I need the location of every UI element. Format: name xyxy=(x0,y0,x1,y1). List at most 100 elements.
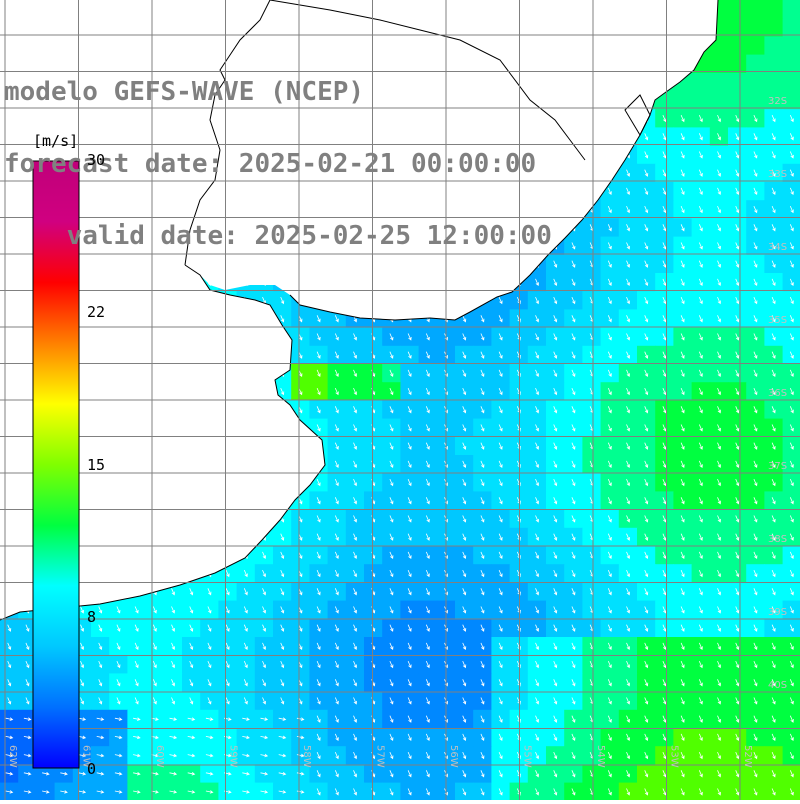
wind-cell xyxy=(782,163,800,183)
wind-cell xyxy=(746,782,765,802)
wind-arrow xyxy=(717,169,721,177)
wind-cell xyxy=(782,473,800,492)
wind-arrow xyxy=(717,114,721,123)
wind-arrow xyxy=(662,151,667,159)
wind-arrow xyxy=(735,169,740,177)
wind-cell xyxy=(54,782,74,802)
wind-cell xyxy=(782,273,800,292)
lon-label: 55W xyxy=(522,745,533,768)
wind-cell xyxy=(782,36,800,56)
wind-cell xyxy=(782,655,800,674)
wind-cell xyxy=(728,782,747,802)
lat-label: 33S xyxy=(768,169,787,180)
wind-cell xyxy=(782,400,800,420)
wind-cell xyxy=(182,782,201,802)
wind-cell xyxy=(782,109,800,128)
wind-cell xyxy=(109,782,128,802)
wind-cell xyxy=(273,782,292,802)
wind-arrow xyxy=(789,169,794,177)
wind-cell xyxy=(691,72,711,92)
wind-cell xyxy=(746,72,765,92)
wind-cell xyxy=(637,782,656,802)
wind-arrow xyxy=(626,187,630,196)
wind-cell xyxy=(782,728,800,747)
wind-cell xyxy=(163,782,183,802)
wind-cell xyxy=(673,91,693,110)
wind-arrow xyxy=(753,133,758,141)
wind-arrow xyxy=(680,133,685,141)
wind-cell xyxy=(236,782,256,802)
wind-cell xyxy=(455,782,474,802)
wind-cell xyxy=(782,600,800,620)
wind-cell xyxy=(782,327,800,347)
wind-cell xyxy=(782,491,800,511)
wind-cell xyxy=(782,637,800,656)
wind-arrow xyxy=(771,114,776,123)
wind-cell xyxy=(746,54,765,74)
wind-cell xyxy=(764,0,784,19)
colorbar-tick-8: 8 xyxy=(87,608,97,626)
wind-arrow xyxy=(680,114,685,123)
wind-cell xyxy=(546,782,565,802)
lon-label: 60W xyxy=(154,745,165,768)
wind-cell xyxy=(782,709,800,729)
wind-cell xyxy=(728,54,747,74)
wind-cell xyxy=(746,0,765,19)
wind-cell xyxy=(782,182,800,201)
wind-arrow xyxy=(626,169,630,177)
wind-cell xyxy=(709,72,729,92)
wind-cell xyxy=(709,91,729,110)
wind-cell xyxy=(782,746,800,765)
wind-arrow xyxy=(789,114,794,123)
wind-cell xyxy=(782,618,800,638)
lon-label: 54W xyxy=(595,745,606,768)
wind-cell xyxy=(782,254,800,274)
wind-arrow xyxy=(680,169,685,177)
wind-cell xyxy=(764,54,784,74)
lat-label: 34S xyxy=(768,242,787,253)
wind-arrow xyxy=(753,114,758,123)
wind-arrow xyxy=(662,169,667,177)
wind-cell xyxy=(764,18,784,37)
wind-arrow xyxy=(644,169,649,177)
colorbar-tick-15: 15 xyxy=(87,456,106,474)
wind-cell xyxy=(291,782,310,802)
wind-cell xyxy=(309,782,329,802)
title-valid-date: valid date: 2025-02-25 12:00:00 xyxy=(4,221,552,251)
wind-cell xyxy=(746,18,765,37)
lat-label: 39S xyxy=(768,607,787,618)
wind-cell xyxy=(782,291,800,310)
wind-cell xyxy=(728,18,747,37)
wind-cell xyxy=(72,782,92,802)
wind-cell xyxy=(527,782,547,802)
wind-cell xyxy=(600,782,620,802)
wind-arrow xyxy=(698,151,703,159)
wind-cell xyxy=(764,72,784,92)
wind-cell xyxy=(418,782,438,802)
title-model: modelo GEFS-WAVE (NCEP) xyxy=(4,77,365,107)
wind-cell xyxy=(618,782,638,802)
wind-cell xyxy=(728,0,747,19)
lon-label: 52W xyxy=(742,745,753,768)
wind-arrow xyxy=(698,114,703,123)
wind-cell xyxy=(564,782,583,802)
wind-arrow xyxy=(717,151,721,159)
wind-cell xyxy=(782,455,800,474)
wind-cell xyxy=(254,782,274,802)
wind-arrow xyxy=(789,151,794,159)
lat-label: 37S xyxy=(768,461,787,472)
wind-cell xyxy=(18,782,37,802)
wind-cell xyxy=(782,509,800,529)
wind-cell xyxy=(782,200,800,219)
wind-arrow xyxy=(735,133,740,141)
wind-arrow xyxy=(662,133,667,141)
colorbar-unit: [m/s] xyxy=(33,132,79,150)
wind-cell xyxy=(782,18,800,37)
wind-cell xyxy=(782,782,800,802)
wind-cell xyxy=(764,36,784,56)
wind-cell xyxy=(782,564,800,583)
colorbar-tick-30: 30 xyxy=(87,151,106,169)
wind-cell xyxy=(728,36,747,56)
wind-cell xyxy=(782,436,800,456)
